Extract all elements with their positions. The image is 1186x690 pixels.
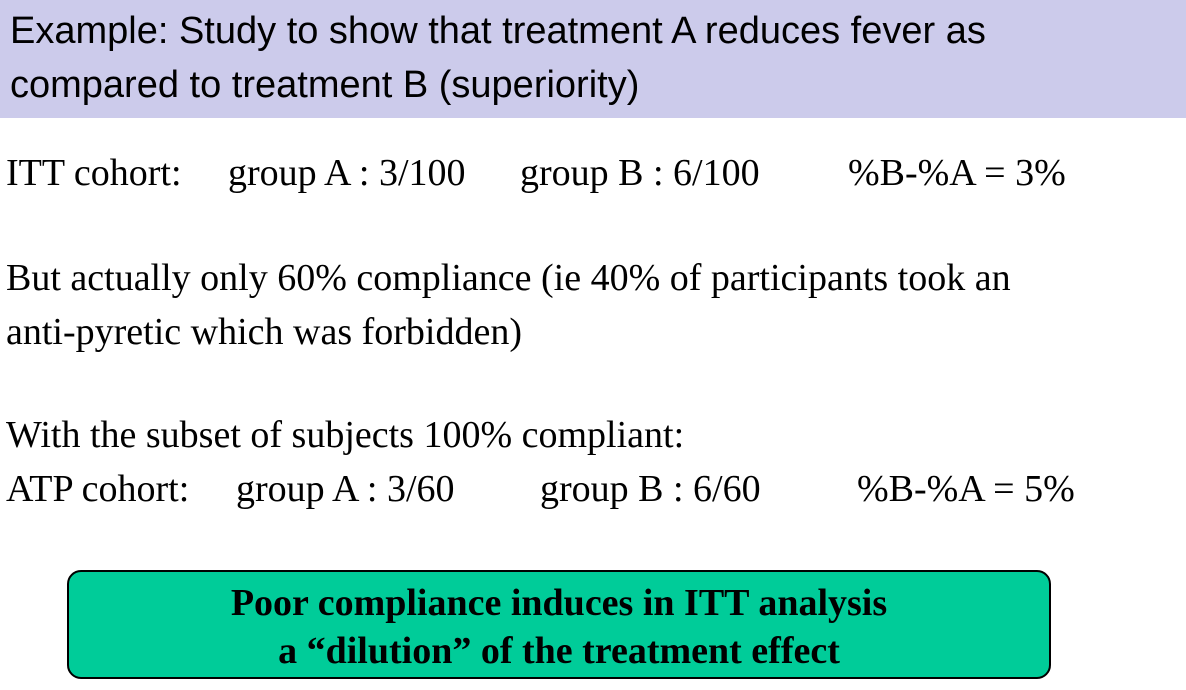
itt-difference: %B-%A = 3% [848, 152, 1066, 194]
header-title-line-1: Example: Study to show that treatment A … [10, 10, 986, 52]
compliance-line-1: But actually only 60% compliance (ie 40%… [6, 257, 1011, 299]
header-title-line-2: compared to treatment B (superiority) [10, 64, 640, 106]
itt-cohort-label: ITT cohort: [6, 152, 182, 194]
conclusion-line-1: Poor compliance induces in ITT analysis [230, 582, 888, 624]
atp-group-a: group A : 3/60 [236, 468, 455, 510]
conclusion-line-2: a “dilution” of the treatment effect [278, 630, 840, 672]
atp-difference: %B-%A = 5% [857, 468, 1075, 510]
header-band: Example: Study to show that treatment A … [0, 0, 1186, 118]
itt-group-a: group A : 3/100 [228, 152, 466, 194]
atp-intro: With the subset of subjects 100% complia… [6, 414, 685, 456]
atp-cohort-label: ATP cohort: [6, 468, 190, 510]
itt-group-b: group B : 6/100 [520, 152, 760, 194]
conclusion-box: Poor compliance induces in ITT analysis … [67, 570, 1051, 679]
atp-group-b: group B : 6/60 [540, 468, 761, 510]
compliance-line-2: anti-pyretic which was forbidden) [6, 311, 522, 353]
